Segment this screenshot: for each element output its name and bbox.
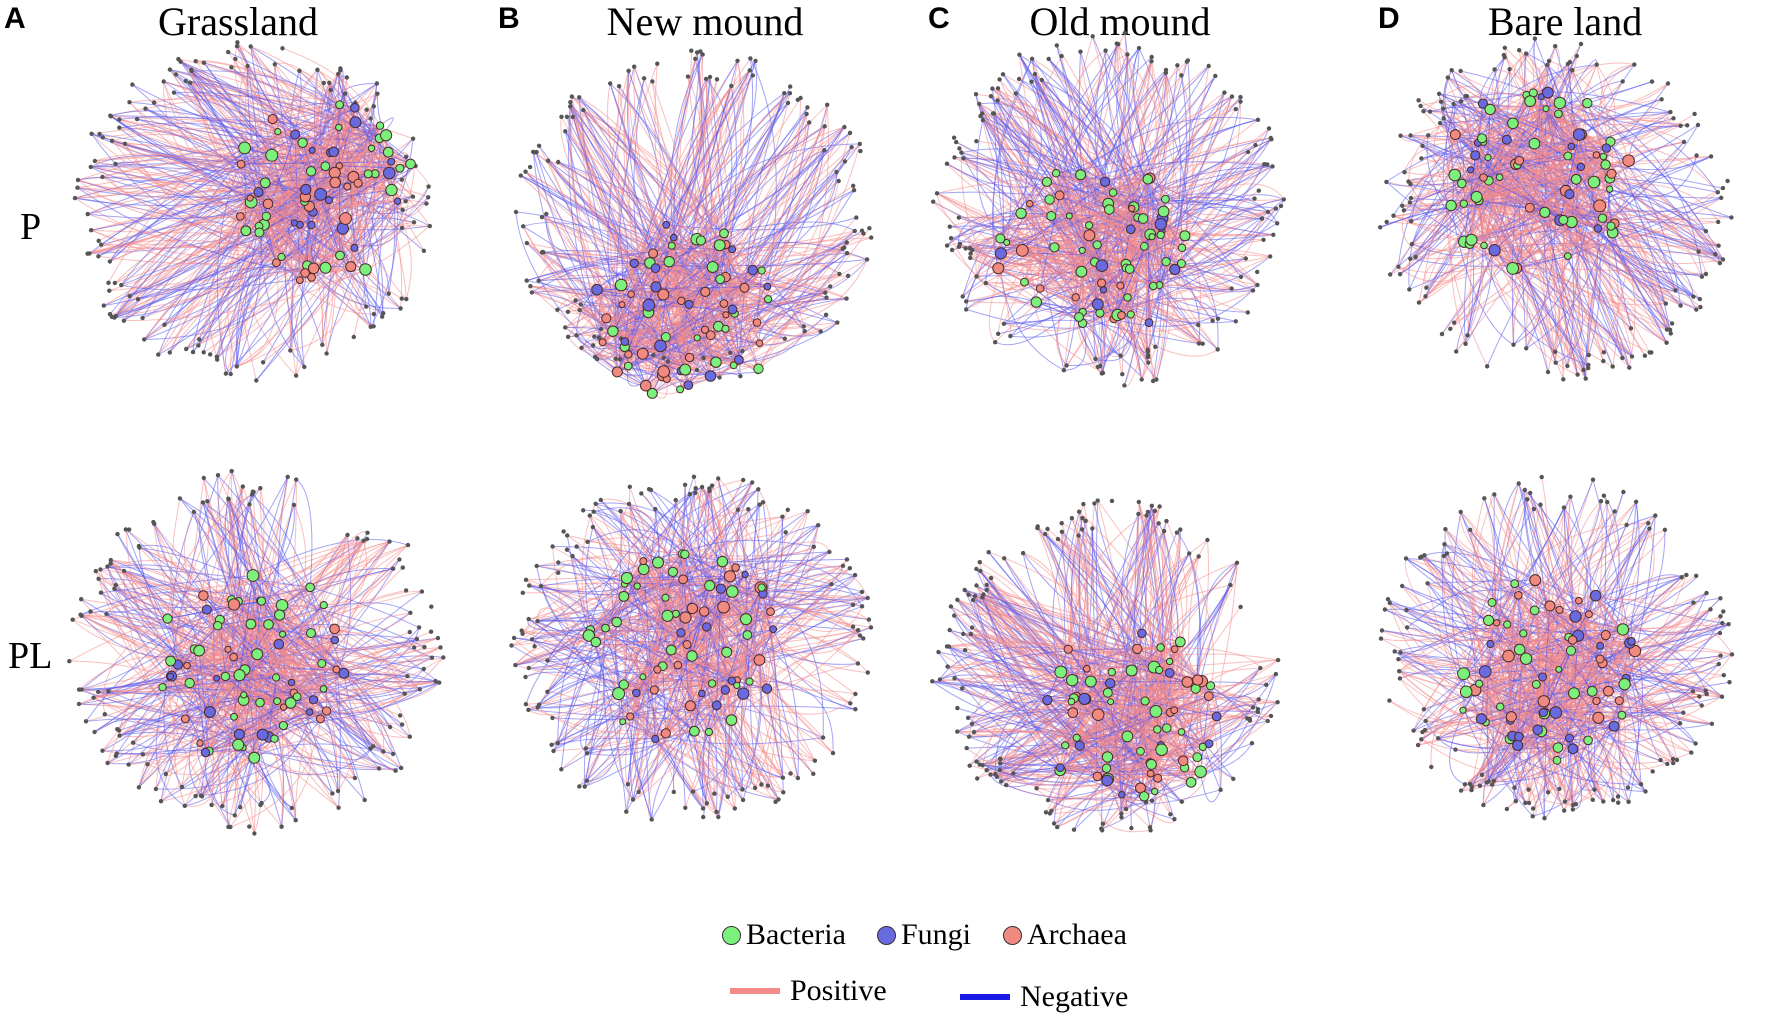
- legend-label-negative: Negative: [1020, 980, 1129, 1013]
- legend-label-fungi: Fungi: [901, 918, 972, 951]
- network-panel: [509, 474, 874, 822]
- network-panel: [72, 40, 432, 383]
- panel-title-new-mound: New mound: [606, 0, 804, 44]
- panel-letter-c: C: [928, 2, 950, 35]
- panel-title-old-mound: Old mound: [1029, 0, 1211, 44]
- row-label-pl: PL: [8, 635, 53, 677]
- network-panel: [67, 468, 446, 836]
- panel-letter-d: D: [1378, 2, 1400, 35]
- archaea-dot-icon: [1003, 925, 1022, 945]
- fungi-dot-icon: [877, 925, 896, 945]
- legend-label-bacteria: Bacteria: [746, 918, 846, 951]
- legend-item-fungi: Fungi: [877, 918, 971, 952]
- legend-item-bacteria: Bacteria: [722, 918, 846, 952]
- legend-item-positive: Positive: [730, 974, 887, 1008]
- panel-letter-a: A: [4, 2, 26, 35]
- network-panel: [931, 30, 1287, 388]
- legend-item-negative: Negative: [960, 980, 1128, 1014]
- network-panel: [930, 498, 1281, 833]
- positive-line-icon: [730, 988, 780, 994]
- network-panel: [1378, 474, 1735, 821]
- network-diagrams: [67, 30, 1735, 836]
- legend-label-archaea: Archaea: [1027, 918, 1127, 951]
- legend-item-archaea: Archaea: [1003, 918, 1127, 952]
- network-panel: [513, 48, 874, 399]
- row-label-p: P: [20, 206, 42, 248]
- network-panel: [1378, 36, 1734, 382]
- panel-letter-b: B: [498, 2, 520, 35]
- legend-label-positive: Positive: [790, 974, 887, 1007]
- panel-title-bare-land: Bare land: [1487, 0, 1643, 44]
- panel-title-grassland: Grassland: [158, 0, 318, 44]
- bacteria-dot-icon: [722, 925, 741, 945]
- negative-line-icon: [960, 994, 1010, 1000]
